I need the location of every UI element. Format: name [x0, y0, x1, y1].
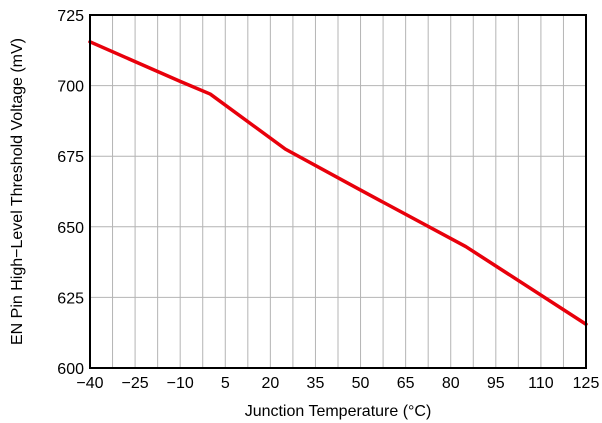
y-tick-label: 675: [57, 149, 84, 166]
x-tick-label: −40: [76, 375, 103, 392]
x-tick-label: 95: [487, 375, 505, 392]
x-tick-label: 5: [221, 375, 230, 392]
series-line: [88, 40, 588, 326]
x-tick-label: 110: [528, 375, 554, 392]
x-tick-label: −25: [122, 375, 149, 392]
y-tick-label: 725: [57, 8, 84, 25]
plot-frame: [89, 14, 587, 369]
y-tick-label: 700: [57, 79, 84, 96]
y-axis-label: EN Pin High−Level Threshold Voltage (mV): [9, 38, 26, 345]
x-axis-label: Junction Temperature (°C): [245, 403, 432, 420]
x-tick-label: 50: [352, 375, 370, 392]
tick-labels: −40 −25 −10 5 20 35 50 65 80 95 110 125 600 625 650 675…: [57, 8, 599, 392]
x-tick-label: 125: [573, 375, 600, 392]
y-tick-label: 600: [57, 361, 84, 378]
x-tick-label: 80: [442, 375, 460, 392]
x-tick-label: 20: [261, 375, 279, 392]
series-layer: [88, 40, 588, 326]
grid-lines: [89, 14, 587, 369]
x-tick-label: 35: [307, 375, 325, 392]
x-tick-label: 65: [397, 375, 415, 392]
x-tick-label: −10: [167, 375, 194, 392]
y-tick-label: 650: [57, 220, 84, 237]
y-tick-label: 625: [57, 290, 84, 307]
